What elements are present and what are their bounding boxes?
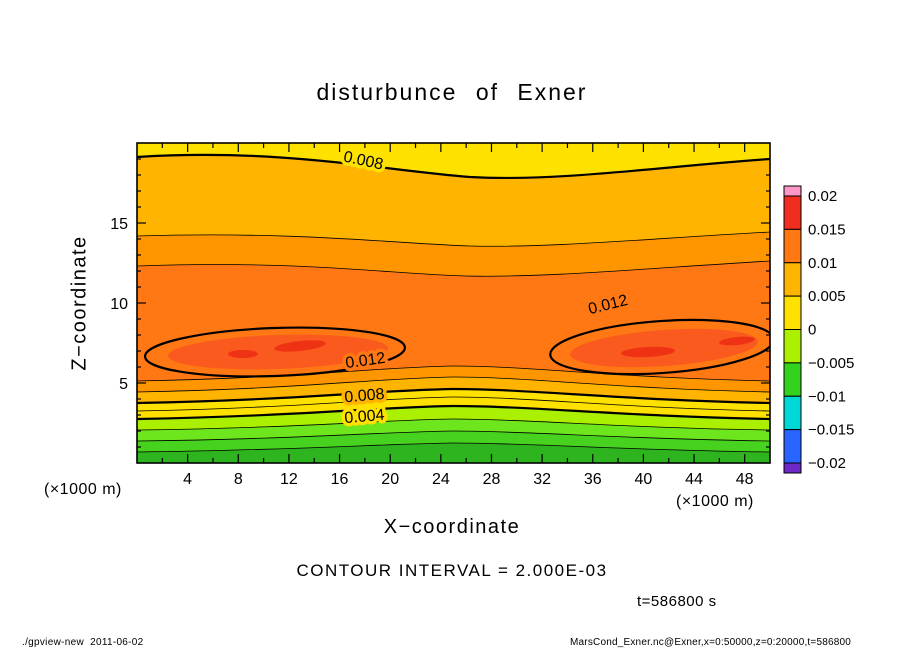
time-label: t=586800 s: [637, 593, 717, 610]
x-tick-label: 8: [234, 471, 243, 488]
colorbar-tick-label: −0.015: [808, 422, 854, 439]
figure: 481216202428323640444851015 0.020.0150.0…: [0, 0, 904, 654]
x-tick-label: 32: [533, 471, 551, 488]
fill-maximum-left-core2: [228, 350, 258, 358]
colorbar-segment: [784, 396, 801, 429]
x-unit-label-right: (×1000 m): [676, 493, 754, 511]
colorbar-segment: [784, 330, 801, 363]
colorbar-segment: [784, 463, 801, 473]
footer-program-label: ./gpview-new 2011-06-02: [22, 637, 144, 648]
x-tick-label: 16: [331, 471, 349, 488]
x-tick-label: 4: [183, 471, 192, 488]
colorbar-segment: [784, 196, 801, 229]
colorbar-tick-label: −0.01: [808, 388, 846, 405]
x-tick-label: 44: [685, 471, 703, 488]
colorbar-tick-label: 0.02: [808, 188, 837, 205]
footer-source-label: MarsCond_Exner.nc@Exner,x=0:50000,z=0:20…: [570, 637, 851, 648]
y-tick-label: 15: [110, 216, 128, 233]
colorbar-segment: [784, 363, 801, 396]
y-tick-label: 5: [119, 376, 128, 393]
colorbar-tick-label: −0.005: [808, 355, 854, 372]
colorbar-tick-label: −0.02: [808, 455, 846, 472]
y-tick-label: 10: [110, 296, 128, 313]
colorbar-tick-label: 0.005: [808, 288, 846, 305]
colorbar-tick-label: 0: [808, 322, 816, 339]
x-tick-label: 40: [635, 471, 653, 488]
colorbar-segment: [784, 186, 801, 196]
x-axis-title: X−coordinate: [0, 516, 904, 539]
colorbar-segment: [784, 229, 801, 262]
x-tick-label: 48: [736, 471, 754, 488]
colorbar-tick-label: 0.015: [808, 221, 846, 238]
contour-interval-label: CONTOUR INTERVAL = 2.000E-03: [0, 561, 904, 581]
x-tick-label: 36: [584, 471, 602, 488]
colorbar-segment: [784, 263, 801, 296]
colorbar: 0.02 0.015 0.01 0.005 0 −0.005 −0.01 −0.015 −0.0…: [784, 186, 854, 473]
contour-label: 0.008: [344, 386, 385, 406]
y-axis-title: Z−coordinate: [69, 235, 92, 370]
x-tick-label: 12: [280, 471, 298, 488]
colorbar-segment: [784, 430, 801, 463]
x-unit-label-left: (×1000 m): [44, 481, 122, 499]
contour-label: 0.004: [344, 407, 385, 427]
chart-title: disturbunce of Exner: [0, 79, 904, 106]
x-tick-label: 28: [483, 471, 501, 488]
x-tick-label: 20: [381, 471, 399, 488]
colorbar-segment: [784, 296, 801, 329]
colorbar-tick-label: 0.01: [808, 255, 837, 272]
x-tick-label: 24: [432, 471, 450, 488]
